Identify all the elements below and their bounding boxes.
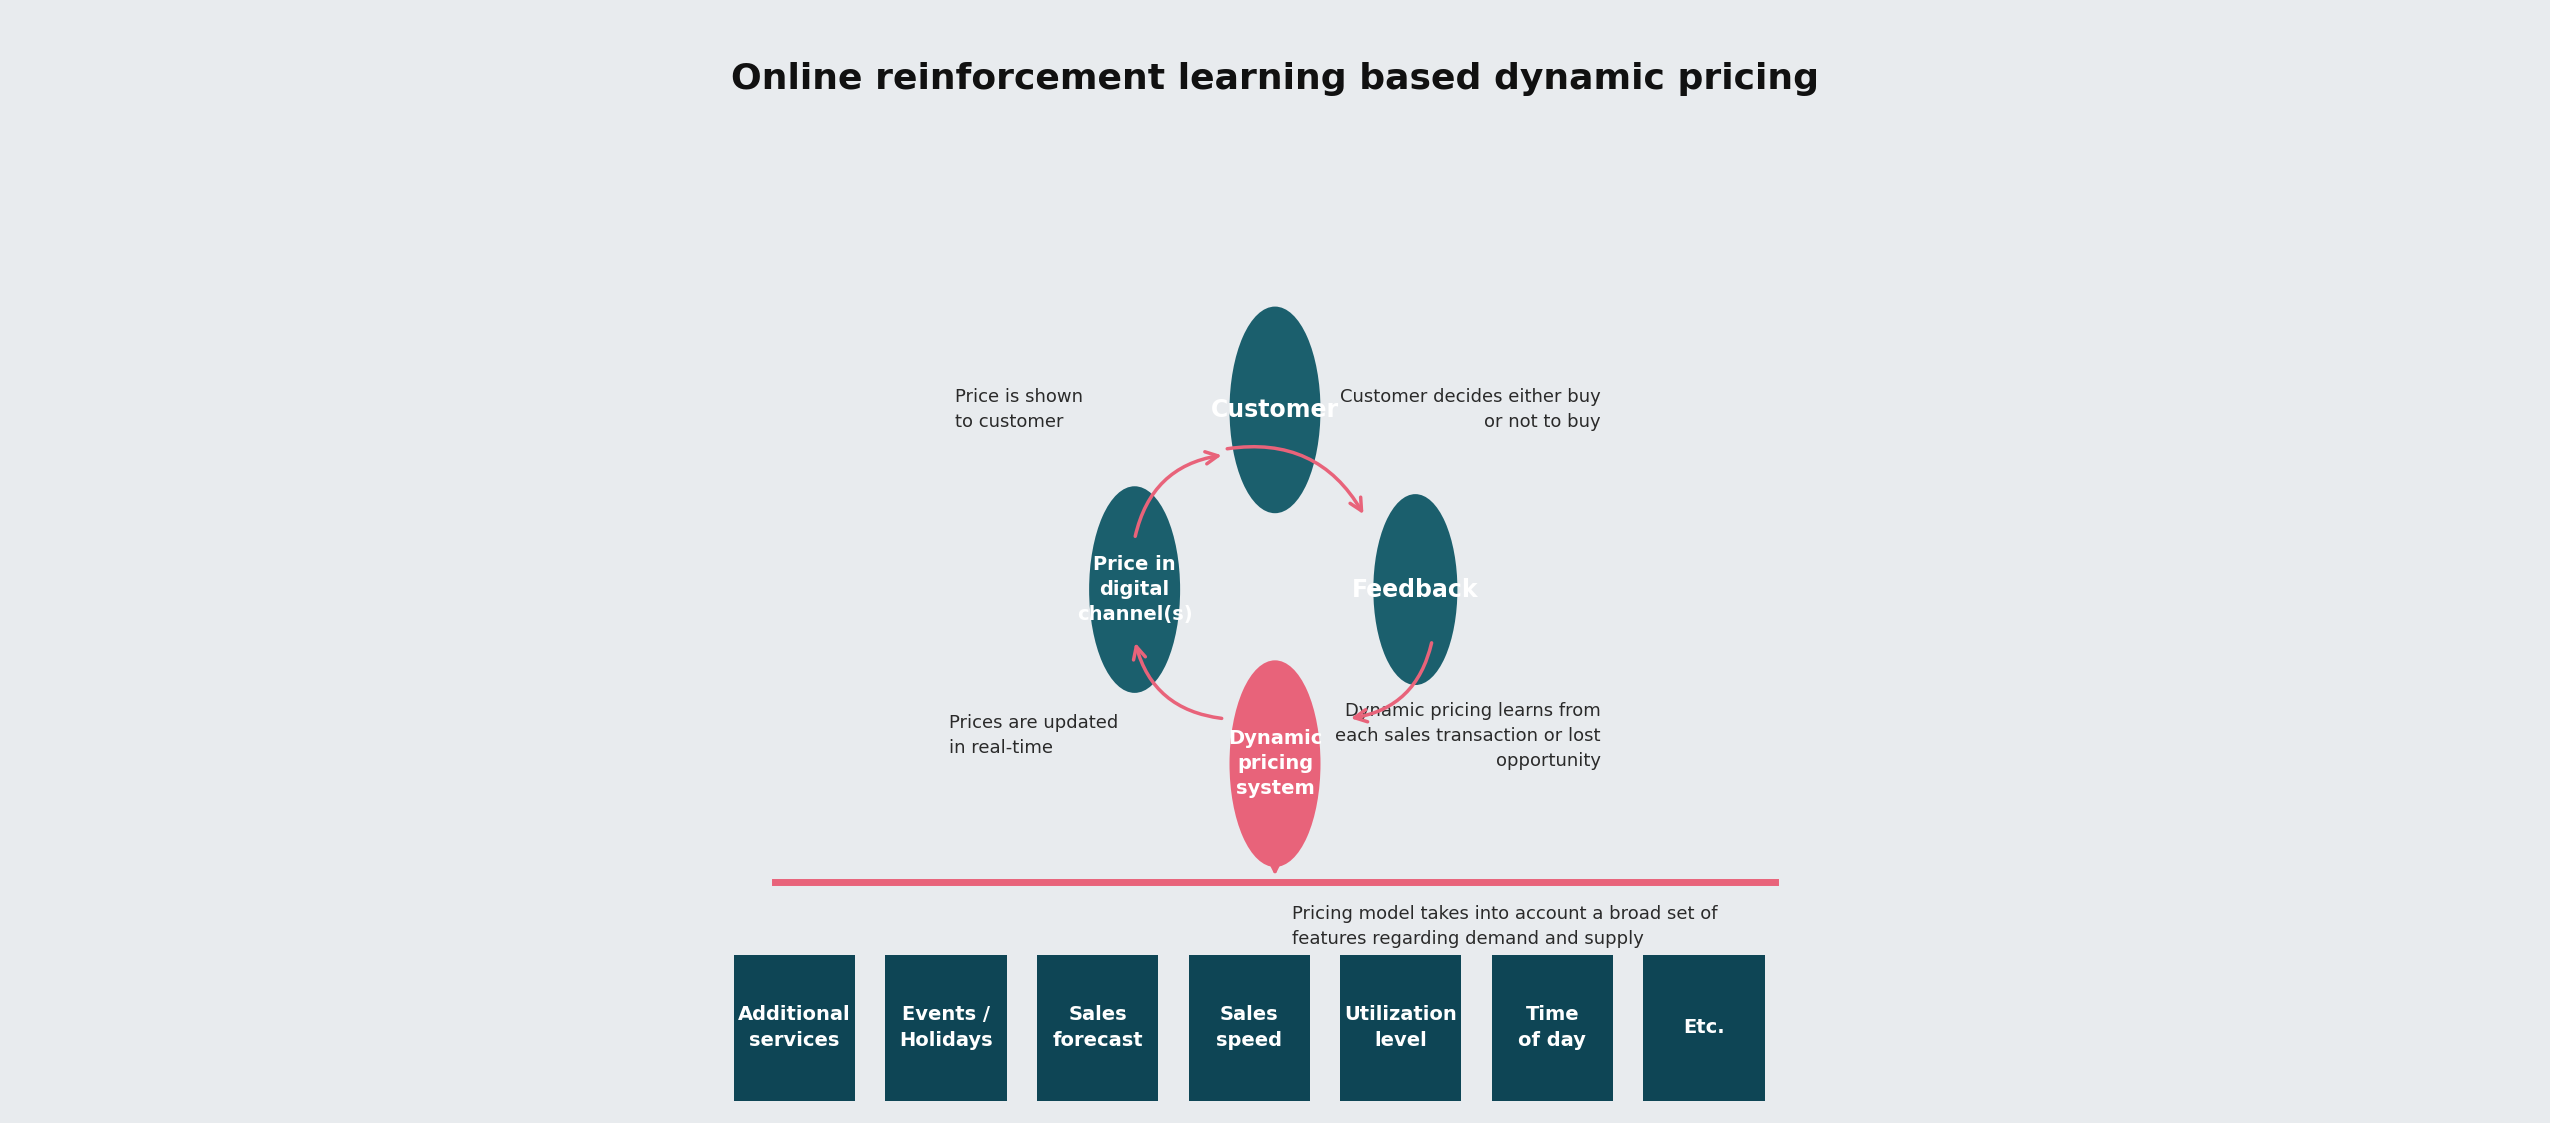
Text: Feedback: Feedback (1352, 577, 1479, 602)
Text: Sales
speed: Sales speed (1216, 1005, 1283, 1050)
Text: Online reinforcement learning based dynamic pricing: Online reinforcement learning based dyna… (732, 62, 1818, 95)
FancyBboxPatch shape (1642, 955, 1765, 1101)
Ellipse shape (1089, 486, 1181, 693)
Text: Price is shown
to customer: Price is shown to customer (954, 389, 1084, 431)
FancyBboxPatch shape (1038, 955, 1158, 1101)
Ellipse shape (1229, 307, 1321, 513)
Text: Sales
forecast: Sales forecast (1053, 1005, 1142, 1050)
Text: Customer: Customer (1211, 398, 1339, 422)
Ellipse shape (1229, 660, 1321, 867)
Text: Events /
Holidays: Events / Holidays (900, 1005, 992, 1050)
Text: Etc.: Etc. (1683, 1019, 1724, 1037)
Text: Price in
digital
channel(s): Price in digital channel(s) (1076, 555, 1193, 624)
Text: Pricing model takes into account a broad set of
features regarding demand and su: Pricing model takes into account a broad… (1293, 905, 1716, 948)
Ellipse shape (1374, 494, 1459, 685)
Text: Dynamic
pricing
system: Dynamic pricing system (1227, 729, 1323, 798)
Text: Prices are updated
in real-time: Prices are updated in real-time (949, 714, 1119, 757)
Text: Time
of day: Time of day (1517, 1005, 1586, 1050)
FancyBboxPatch shape (1492, 955, 1614, 1101)
Text: Customer decides either buy
or not to buy: Customer decides either buy or not to bu… (1339, 389, 1601, 431)
Text: Utilization
level: Utilization level (1344, 1005, 1456, 1050)
FancyBboxPatch shape (885, 955, 1007, 1101)
FancyBboxPatch shape (1188, 955, 1311, 1101)
Text: Additional
services: Additional services (737, 1005, 852, 1050)
Text: Dynamic pricing learns from
each sales transaction or lost
opportunity: Dynamic pricing learns from each sales t… (1336, 702, 1601, 769)
FancyBboxPatch shape (734, 955, 854, 1101)
FancyBboxPatch shape (1341, 955, 1461, 1101)
